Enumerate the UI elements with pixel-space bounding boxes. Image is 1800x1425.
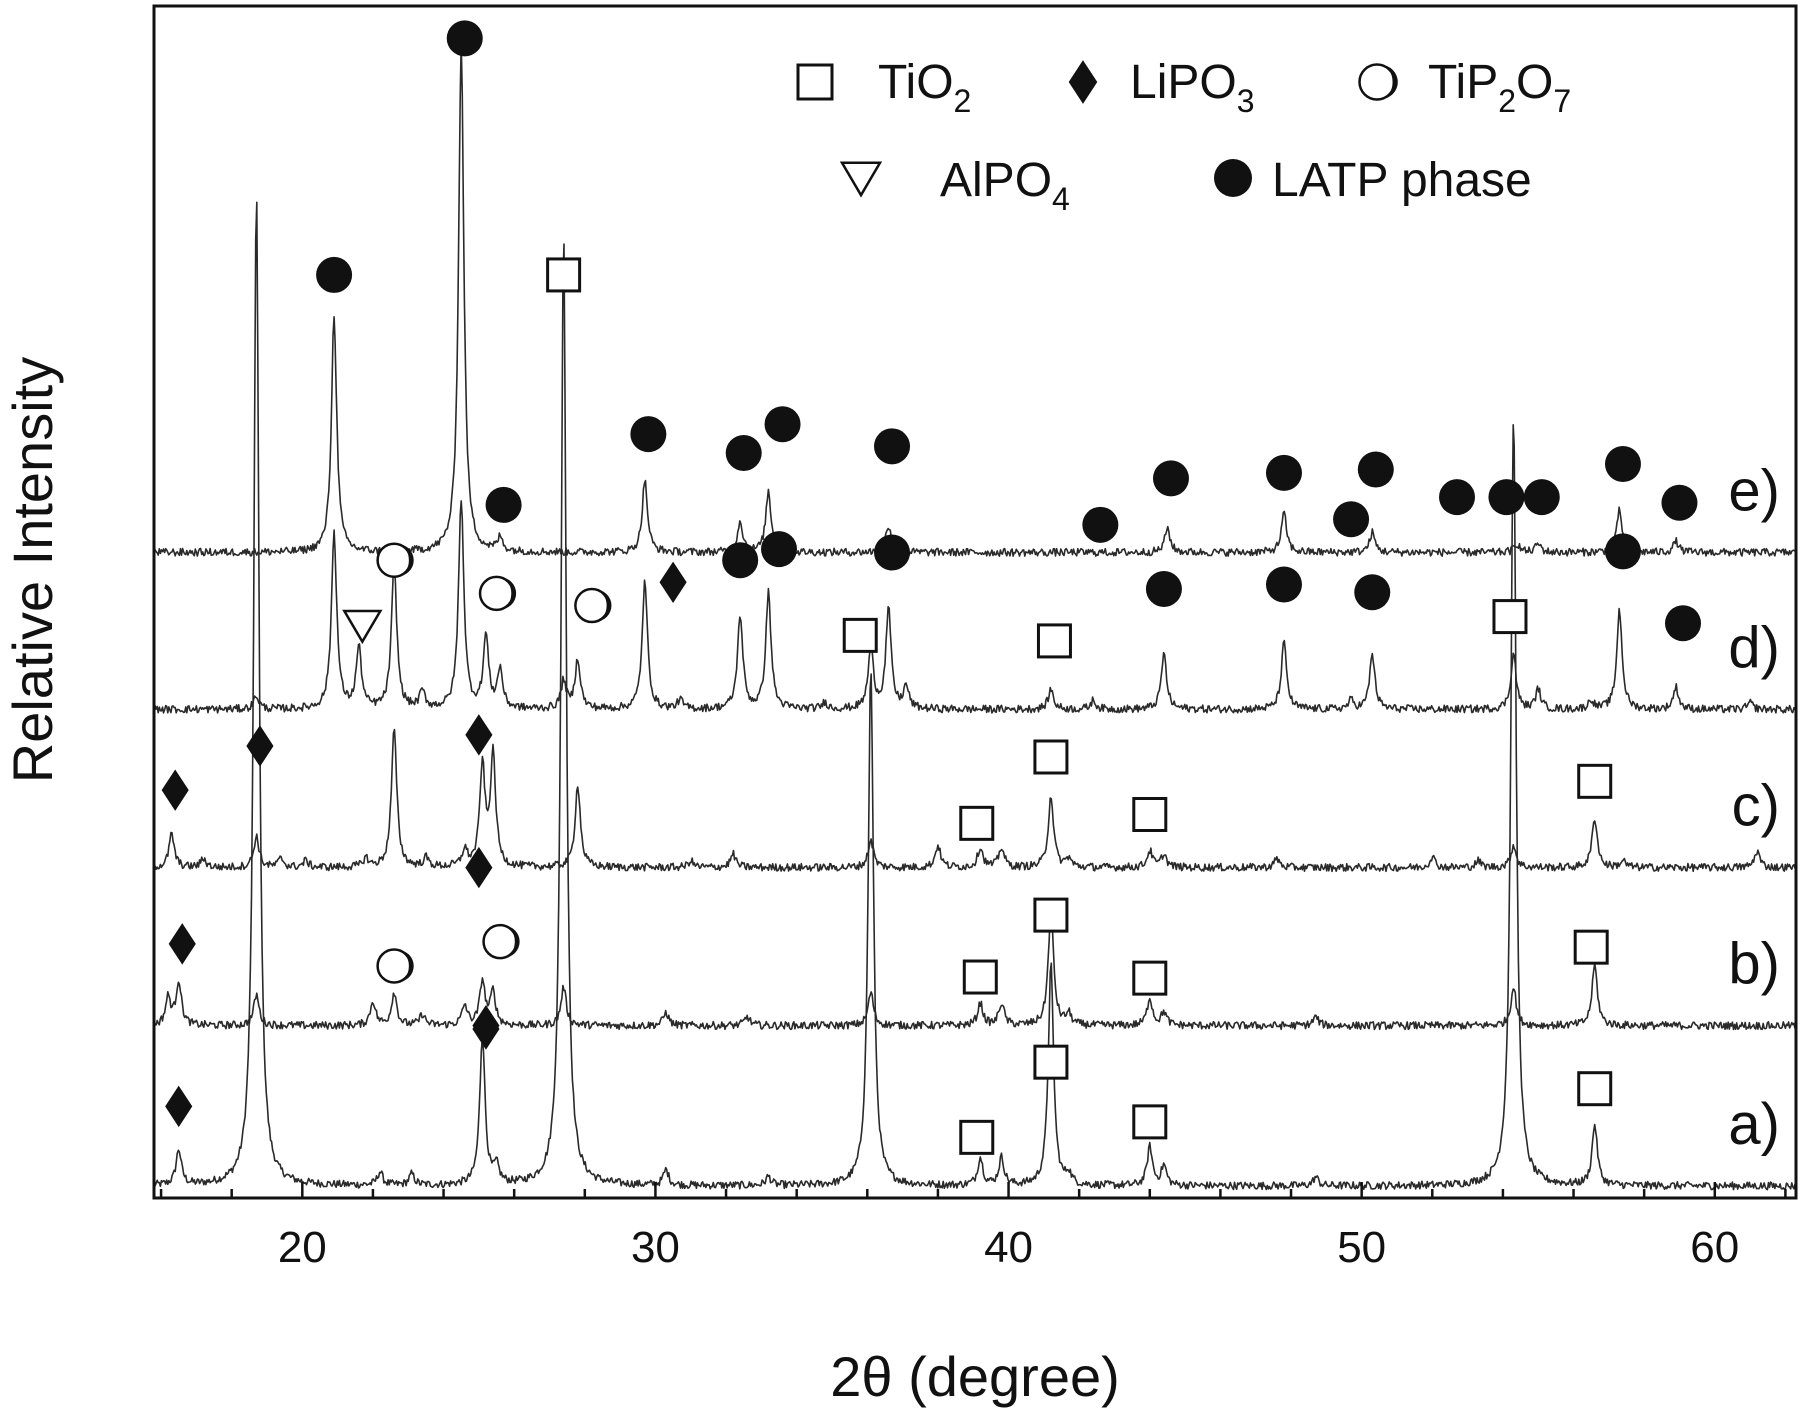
latp-marker	[1523, 479, 1560, 516]
lipo3-marker	[168, 923, 196, 965]
tio2-marker	[1573, 929, 1609, 965]
legend-tip2o7-marker	[1358, 63, 1398, 101]
xrd-trace-c	[154, 728, 1796, 873]
traces-group	[154, 40, 1796, 1191]
latp-marker	[874, 428, 911, 465]
y-axis-title: Relative Intensity	[1, 357, 64, 783]
latp-marker	[722, 542, 759, 579]
tio2-marker	[1132, 796, 1168, 832]
latp-marker	[1265, 454, 1302, 491]
tip2o7-marker	[376, 948, 414, 984]
latp-marker	[764, 406, 801, 443]
tio2-marker	[1033, 739, 1069, 775]
legend-label: LATP phase	[1272, 154, 1532, 207]
latp-marker	[1152, 460, 1189, 497]
latp-marker	[725, 434, 762, 471]
x-tick-label: 20	[278, 1223, 327, 1272]
lipo3-marker	[465, 714, 493, 756]
x-tick-label: 60	[1690, 1223, 1739, 1272]
tio2-marker	[1033, 1044, 1069, 1080]
tip2o7-marker	[478, 575, 517, 612]
latp-marker	[1145, 570, 1182, 607]
latp-marker	[1661, 484, 1698, 521]
tio2-marker	[1577, 1071, 1613, 1107]
legend-label: LiPO3	[1130, 56, 1255, 119]
tio2-marker	[1036, 623, 1072, 659]
x-axis-tick-labels: 20 30 40 50 60	[278, 1223, 1739, 1272]
tio2-marker	[1132, 1104, 1168, 1140]
legend-label: AlPO4	[940, 154, 1070, 217]
xrd-trace-b	[154, 909, 1796, 1031]
tio2-marker	[959, 805, 995, 841]
xrd-trace-d	[154, 500, 1796, 714]
latp-marker	[1439, 479, 1476, 516]
latp-marker	[1082, 506, 1119, 543]
latp-marker	[446, 20, 483, 57]
legend: TiO2 LiPO3 TiP2O7 AlPO4 LATP phase	[796, 56, 1571, 217]
x-axis-ticks	[159, 1182, 1787, 1198]
latp-marker	[1265, 566, 1302, 603]
tip2o7-marker	[376, 542, 414, 578]
trace-label: c)	[1732, 774, 1780, 839]
lipo3-marker	[472, 1008, 500, 1050]
phase-markers-group	[161, 20, 1702, 1155]
legend-label: TiP2O7	[1428, 56, 1571, 119]
latp-marker	[316, 256, 353, 293]
tio2-marker	[546, 257, 582, 293]
x-axis-title: 2θ (degree)	[830, 1345, 1120, 1408]
lipo3-marker	[165, 1085, 193, 1128]
tio2-marker	[842, 617, 878, 653]
latp-marker	[1354, 574, 1391, 611]
latp-marker	[1488, 479, 1525, 516]
x-tick-label: 30	[631, 1223, 680, 1272]
latp-marker	[1665, 605, 1702, 642]
lipo3-marker	[659, 561, 687, 604]
legend-alpo4-marker	[839, 161, 883, 198]
tio2-marker	[962, 959, 998, 995]
latp-marker	[761, 531, 798, 568]
tip2o7-marker	[574, 587, 612, 624]
trace-label: b)	[1728, 932, 1780, 997]
xrd-trace-e	[154, 40, 1796, 557]
plot-frame	[152, 4, 1798, 1200]
trace-label: d)	[1728, 615, 1780, 680]
latp-marker	[1357, 451, 1394, 488]
tip2o7-marker	[482, 923, 520, 960]
tio2-marker	[1577, 763, 1613, 799]
latp-marker	[485, 486, 522, 523]
legend-label: TiO2	[878, 56, 971, 119]
legend-latp-marker	[1214, 159, 1252, 197]
latp-marker	[1333, 501, 1370, 538]
x-tick-label: 50	[1337, 1223, 1386, 1272]
latp-marker	[1604, 533, 1641, 570]
tio2-marker	[959, 1119, 995, 1155]
alpo4-marker	[342, 609, 383, 645]
trace-labels-group: a) b) c) d) e)	[1728, 458, 1780, 1157]
tio2-marker	[1492, 599, 1528, 635]
tio2-marker	[1132, 960, 1168, 996]
lipo3-marker	[161, 769, 189, 811]
xrd-trace-a	[154, 201, 1796, 1191]
x-tick-label: 40	[984, 1223, 1033, 1272]
tio2-marker	[1033, 897, 1069, 933]
latp-marker	[874, 534, 911, 571]
lipo3-marker	[246, 725, 274, 767]
latp-marker	[1604, 446, 1641, 483]
lipo3-marker	[465, 846, 493, 889]
legend-tio2-marker	[796, 63, 834, 101]
latp-marker	[630, 416, 667, 453]
legend-lipo3-marker	[1068, 60, 1098, 104]
trace-label: a)	[1728, 1092, 1780, 1157]
trace-label: e)	[1728, 458, 1780, 523]
